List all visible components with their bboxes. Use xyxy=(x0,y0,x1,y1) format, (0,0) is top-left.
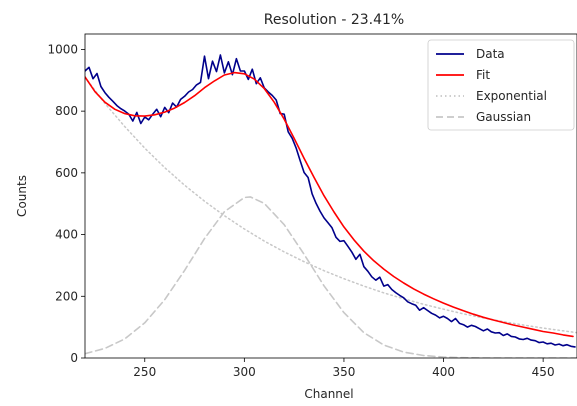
y-tick-label: 600 xyxy=(55,166,78,180)
x-tick-label: 450 xyxy=(532,365,555,379)
series-line-fit xyxy=(85,71,574,338)
legend-box xyxy=(427,39,575,131)
y-axis-label: Counts xyxy=(15,175,29,217)
legend: Data Fit Exponential Gaussian xyxy=(427,39,575,131)
y-tick-label: 800 xyxy=(55,104,78,118)
legend-label-data: Data xyxy=(476,47,505,61)
y-tick-label: 400 xyxy=(55,228,78,242)
y-tick-label: 1000 xyxy=(47,42,78,56)
x-tick-label: 300 xyxy=(233,365,256,379)
legend-label-fit: Fit xyxy=(476,68,490,82)
ticks-layer: 250 300 350 400 450 0 200 400 600 800 1000 xyxy=(47,42,554,379)
y-tick-label: 0 xyxy=(70,351,78,365)
x-tick-label: 350 xyxy=(332,365,355,379)
series-layer xyxy=(85,54,577,358)
series-line-gaussian xyxy=(85,196,577,358)
chart-title: Resolution - 23.41% xyxy=(264,12,405,28)
x-axis-label: Channel xyxy=(304,387,353,401)
plot-frame xyxy=(84,33,577,359)
x-tick-label: 400 xyxy=(432,365,455,379)
x-tick-label: 250 xyxy=(133,365,156,379)
legend-label-gaussian: Gaussian xyxy=(476,110,531,124)
legend-label-exponential: Exponential xyxy=(476,89,547,103)
series-line-data xyxy=(85,54,576,348)
y-tick-label: 200 xyxy=(55,289,78,303)
